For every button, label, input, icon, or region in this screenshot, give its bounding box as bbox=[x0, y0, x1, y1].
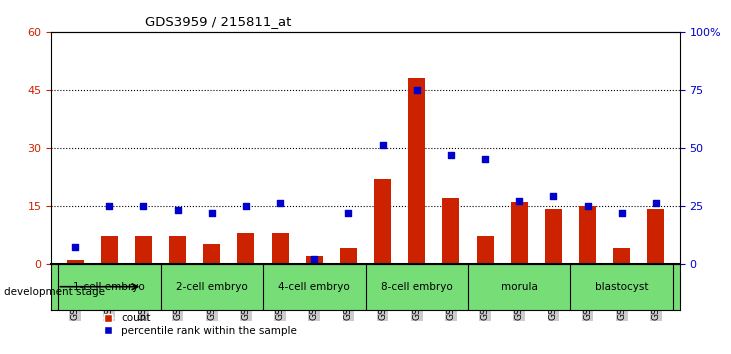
Point bbox=[582, 203, 594, 209]
Bar bbox=[306, 256, 323, 263]
Text: morula: morula bbox=[501, 282, 538, 292]
Point bbox=[206, 210, 218, 215]
Bar bbox=[545, 210, 562, 263]
Legend: count, percentile rank within the sample: count, percentile rank within the sample bbox=[100, 312, 299, 338]
Text: 1-cell embryo: 1-cell embryo bbox=[73, 282, 145, 292]
Bar bbox=[238, 233, 254, 263]
Text: blastocyst: blastocyst bbox=[595, 282, 648, 292]
Point bbox=[137, 203, 149, 209]
Point bbox=[445, 152, 457, 158]
Bar bbox=[477, 236, 493, 263]
Bar bbox=[442, 198, 460, 263]
Bar bbox=[579, 206, 596, 263]
Point bbox=[343, 210, 355, 215]
Point bbox=[616, 210, 628, 215]
Text: 4-cell embryo: 4-cell embryo bbox=[279, 282, 350, 292]
Point bbox=[103, 203, 115, 209]
Bar bbox=[135, 236, 152, 263]
Bar bbox=[340, 248, 357, 263]
Bar bbox=[613, 248, 630, 263]
Point bbox=[308, 256, 320, 262]
Bar bbox=[67, 260, 83, 263]
Text: 2-cell embryo: 2-cell embryo bbox=[176, 282, 248, 292]
Bar bbox=[169, 236, 186, 263]
Bar bbox=[203, 244, 220, 263]
Point bbox=[274, 200, 286, 206]
Point bbox=[240, 203, 251, 209]
Text: 8-cell embryo: 8-cell embryo bbox=[381, 282, 452, 292]
Bar bbox=[101, 236, 118, 263]
Point bbox=[376, 143, 388, 148]
Bar bbox=[511, 202, 528, 263]
Bar bbox=[271, 233, 289, 263]
Point bbox=[69, 245, 81, 250]
Point bbox=[172, 207, 183, 213]
Point bbox=[650, 200, 662, 206]
Point bbox=[548, 194, 559, 199]
Bar bbox=[374, 178, 391, 263]
Bar bbox=[408, 78, 425, 263]
Point bbox=[480, 156, 491, 162]
Text: development stage: development stage bbox=[4, 287, 105, 297]
Point bbox=[411, 87, 423, 93]
Bar bbox=[648, 210, 664, 263]
Point bbox=[513, 198, 525, 204]
Text: GDS3959 / 215811_at: GDS3959 / 215811_at bbox=[145, 15, 292, 28]
